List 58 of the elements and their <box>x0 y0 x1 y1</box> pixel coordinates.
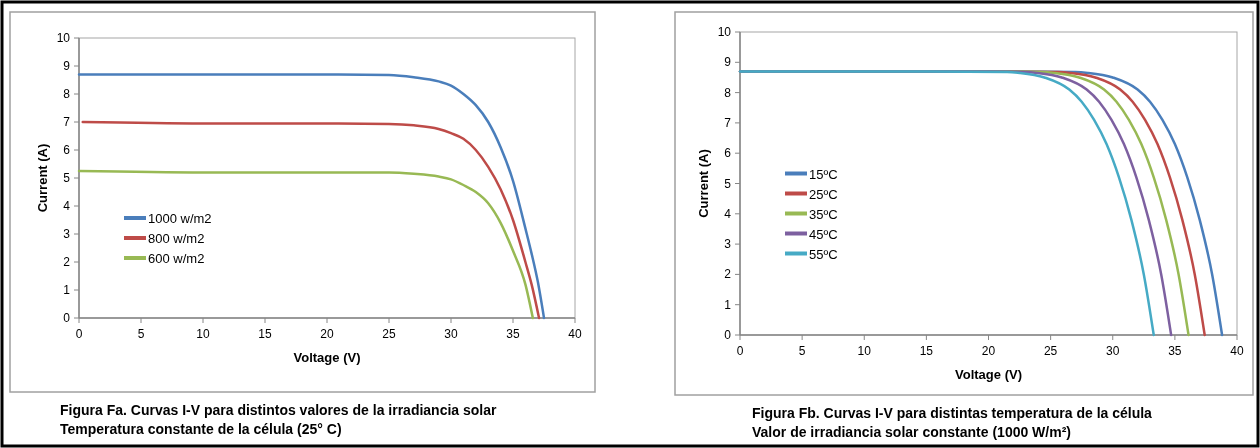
x-tick-label: 35 <box>1168 344 1182 358</box>
legend-label: 55ºC <box>809 246 838 262</box>
x-tick-label: 20 <box>320 327 334 341</box>
legend-label: 1000 w/m2 <box>148 211 212 226</box>
y-tick-label: 9 <box>63 59 71 73</box>
legend-label: 800 w/m2 <box>148 231 205 246</box>
y-tick-label: 6 <box>724 146 732 161</box>
x-tick-label: 5 <box>137 327 145 341</box>
x-tick-label: 10 <box>857 344 872 358</box>
text: Figura Fa. Curvas I-V para distintos valores de la irradiancia solar <box>60 402 498 418</box>
y-tick-label: 1 <box>63 283 71 297</box>
x-tick-label: 25 <box>1043 344 1058 358</box>
y-tick-label: 7 <box>724 115 732 130</box>
x-tick-label: 30 <box>444 327 458 341</box>
y-tick-label: 4 <box>63 199 71 213</box>
x-axis-title: Voltage (V) <box>955 367 1022 382</box>
y-tick-label: 2 <box>63 255 71 269</box>
line-series <box>77 73 546 320</box>
line-series <box>77 169 535 320</box>
x-tick-label: 25 <box>382 327 396 341</box>
text: Temperatura constante de la célula (25° C) <box>60 421 342 437</box>
y-tick-label: 8 <box>724 85 732 100</box>
y-axis-title: Current (A) <box>35 143 50 213</box>
x-tick-label: 40 <box>568 327 582 341</box>
y-tick-label: 3 <box>724 237 732 252</box>
y-tick-label: 0 <box>63 311 71 325</box>
x-tick-label: 5 <box>798 344 806 358</box>
y-tick-label: 5 <box>724 176 732 191</box>
legend-label: 25ºC <box>809 186 838 202</box>
legend-label: 15ºC <box>809 166 838 182</box>
x-tick-label: 15 <box>258 327 272 341</box>
line-series <box>81 120 541 320</box>
legend-label: 45ºC <box>809 226 838 242</box>
x-axis-title: Voltage (V) <box>293 350 361 365</box>
y-tick-label: 8 <box>63 87 71 101</box>
x-tick-label: 0 <box>75 327 83 341</box>
y-tick-label: 9 <box>724 55 732 70</box>
x-tick-label: 10 <box>196 327 210 341</box>
x-tick-label: 15 <box>919 344 934 358</box>
legend-label: 600 w/m2 <box>148 251 205 266</box>
y-tick-label: 5 <box>63 171 71 185</box>
x-tick-label: 20 <box>981 344 996 358</box>
y-tick-label: 10 <box>717 25 732 39</box>
y-tick-label: 3 <box>63 227 71 241</box>
legend-label: 35ºC <box>809 206 838 222</box>
text: Figura Fb. Curvas I-V para distintas temperatura de la célula <box>752 405 1153 421</box>
y-tick-label: 1 <box>724 297 732 312</box>
x-tick-label: 35 <box>506 327 520 341</box>
text: Valor de irradiancia solar constante (1000 W/m²) <box>752 424 1071 440</box>
y-tick-label: 2 <box>724 267 732 282</box>
x-tick-label: 40 <box>1230 344 1244 358</box>
y-tick-label: 10 <box>56 31 71 45</box>
y-tick-label: 6 <box>63 143 71 157</box>
y-tick-label: 7 <box>63 115 71 129</box>
y-axis-title: Current (A) <box>696 149 711 218</box>
y-tick-label: 4 <box>724 206 732 221</box>
x-tick-label: 0 <box>736 344 744 358</box>
x-tick-label: 30 <box>1106 344 1120 358</box>
